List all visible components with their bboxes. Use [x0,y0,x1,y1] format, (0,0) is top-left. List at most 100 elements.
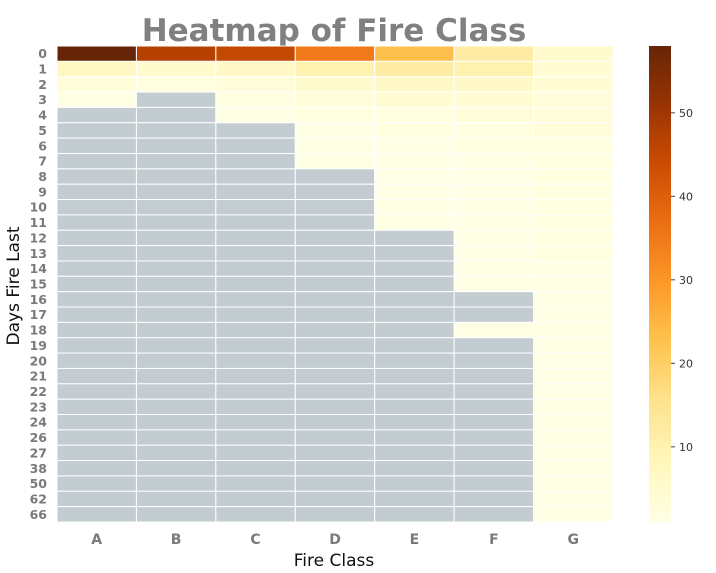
heatmap-cell-missing [374,475,455,492]
y-tick-label: 7 [38,154,47,169]
heatmap-cell [533,106,614,124]
heatmap-cell [453,137,535,154]
heatmap-cell [135,76,217,93]
heatmap-cell-missing [135,260,217,277]
heatmap-cell-missing [294,291,376,308]
heatmap-cell-missing [56,245,137,262]
heatmap-cell-missing [135,152,217,170]
heatmap-cell [374,106,455,124]
heatmap-cell-missing [374,460,455,477]
heatmap-cell [215,106,296,124]
heatmap-cell [453,245,535,262]
heatmap-cell-missing [453,475,535,492]
heatmap-cell-missing [294,490,376,508]
heatmap-cell-missing [56,398,137,416]
heatmap-cell [533,460,614,477]
heatmap-cell-missing [294,414,376,431]
heatmap-cell-missing [135,444,217,462]
x-tick-label: A [91,532,102,548]
heatmap-cell-missing [374,275,455,293]
heatmap-cell-missing [56,260,137,277]
heatmap-cell-missing [215,306,296,323]
heatmap-cell-missing [374,490,455,508]
y-tick-label: 6 [38,138,47,153]
heatmap-cell-missing [294,398,376,416]
heatmap-cell [215,91,296,108]
heatmap-cell [135,60,217,78]
heatmap-cell [533,260,614,277]
heatmap-cell-missing [135,429,217,446]
heatmap-cell-missing [135,414,217,431]
y-tick-label: 24 [30,415,48,430]
heatmap-cell [453,45,535,62]
heatmap-cell-missing [215,337,296,354]
heatmap-cell-missing [215,168,296,185]
heatmap-cell [215,60,296,78]
y-tick-label: 3 [38,92,47,107]
heatmap-cell-missing [215,460,296,477]
heatmap-cell-missing [215,352,296,369]
heatmap-cell-missing [453,490,535,508]
heatmap-cell [374,168,455,185]
heatmap-cell-missing [215,260,296,277]
heatmap-cell [533,137,614,154]
heatmap-cell-missing [135,398,217,416]
heatmap-cell-missing [374,429,455,446]
heatmap-cell-missing [215,122,296,139]
heatmap-cell-missing [135,475,217,492]
chart-title: Heatmap of Fire Class [142,13,527,49]
heatmap-cell [533,60,614,78]
heatmap-cell-missing [135,337,217,354]
heatmap-cell [453,91,535,108]
heatmap-cell-missing [294,444,376,462]
heatmap-cell-missing [374,352,455,369]
heatmap-cell [294,152,376,170]
y-tick-label: 21 [30,369,47,384]
heatmap-cell-missing [56,321,137,339]
heatmap-cell-missing [453,352,535,369]
heatmap-cell-missing [374,398,455,416]
heatmap-cell [533,306,614,323]
heatmap-cell-missing [215,137,296,154]
heatmap-cell-missing [294,460,376,477]
heatmap-cell-missing [56,152,137,170]
y-tick-label: 1 [38,62,47,77]
heatmap-cell-missing [374,306,455,323]
heatmap-cell [453,321,535,339]
heatmap-cell [533,367,614,385]
heatmap-cell-missing [135,367,217,385]
heatmap-cell-missing [374,260,455,277]
heatmap-cell-missing [294,214,376,231]
heatmap-cell-missing [453,429,535,446]
heatmap-cell [374,214,455,231]
heatmap-cell [453,106,535,124]
heatmap-cell [374,152,455,170]
heatmap-cell-missing [374,506,455,523]
heatmap-cell-missing [215,383,296,400]
heatmap-cell [294,60,376,78]
heatmap-cell-missing [215,183,296,201]
heatmap-cell-missing [56,306,137,323]
heatmap-cell-missing [294,475,376,492]
y-tick-label: 5 [38,123,47,138]
heatmap-cell [453,152,535,170]
heatmap-cell-missing [294,337,376,354]
heatmap-cell [533,76,614,93]
heatmap-cell-missing [215,214,296,231]
heatmap-cell [533,444,614,462]
heatmap-cell-missing [56,291,137,308]
heatmap-cell-missing [294,306,376,323]
heatmap-cell-missing [135,214,217,231]
heatmap-cell-missing [135,291,217,308]
heatmap-cell-missing [374,383,455,400]
heatmap-cell [533,506,614,523]
heatmap-cell [533,383,614,400]
heatmap-cell-missing [294,229,376,247]
colorbar-tick-label: 50 [679,107,693,120]
heatmap-cell-missing [294,383,376,400]
heatmap-cell-missing [56,106,137,124]
heatmap-cell [533,214,614,231]
heatmap-cell-missing [294,321,376,339]
y-tick-label: 62 [30,491,47,506]
heatmap-cell-missing [453,306,535,323]
